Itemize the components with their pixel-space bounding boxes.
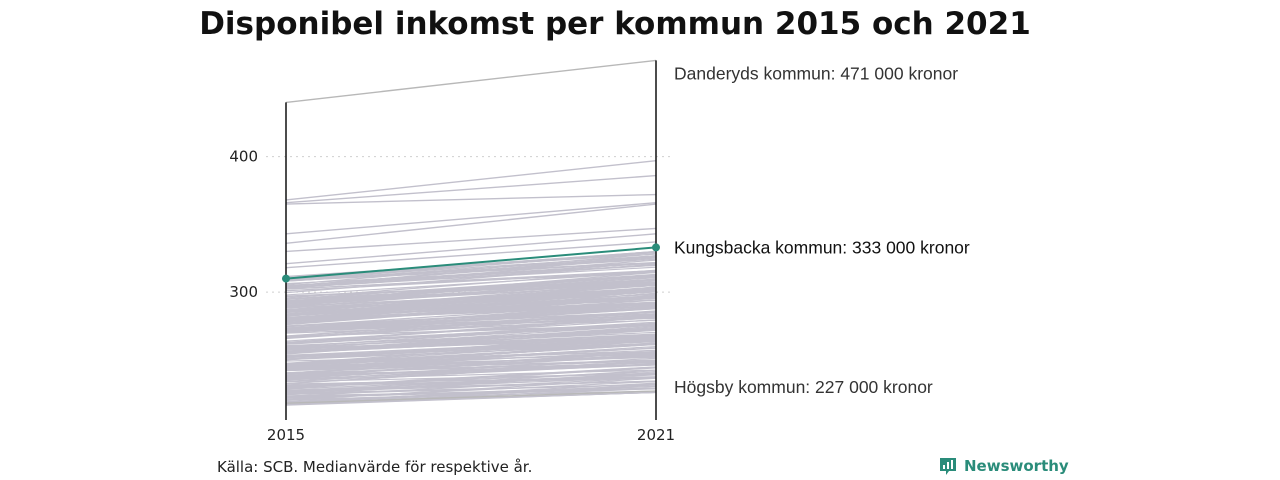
series-line [286,228,656,251]
annotation-danderyd: Danderyds kommun: 471 000 kronor [674,63,958,83]
y-tick-label-400: 400 [229,148,258,166]
y-tick-label-300: 300 [229,283,258,301]
annotation-kungsbacka: Kungsbacka kommun: 333 000 kronor [674,237,970,257]
x-tick-label-2021: 2021 [637,426,675,444]
source-note: Källa: SCB. Medianvärde för respektive å… [217,458,532,476]
point-kungsbacka-2015 [282,275,290,283]
x-tick-label-2015: 2015 [267,426,305,444]
annotation-hogsby: Högsby kommun: 227 000 kronor [674,377,933,397]
series-line [286,203,656,234]
newsworthy-brand[interactable]: Newsworthy [938,456,1069,476]
slope-chart: 2015 2021 300 400 Danderyds kommun: 471 … [0,0,1280,480]
series-line-danderyd [286,60,656,102]
newsworthy-logo-icon [938,456,958,476]
series-line [286,204,656,243]
brand-name: Newsworthy [964,457,1069,475]
point-kungsbacka-2021 [652,243,660,251]
